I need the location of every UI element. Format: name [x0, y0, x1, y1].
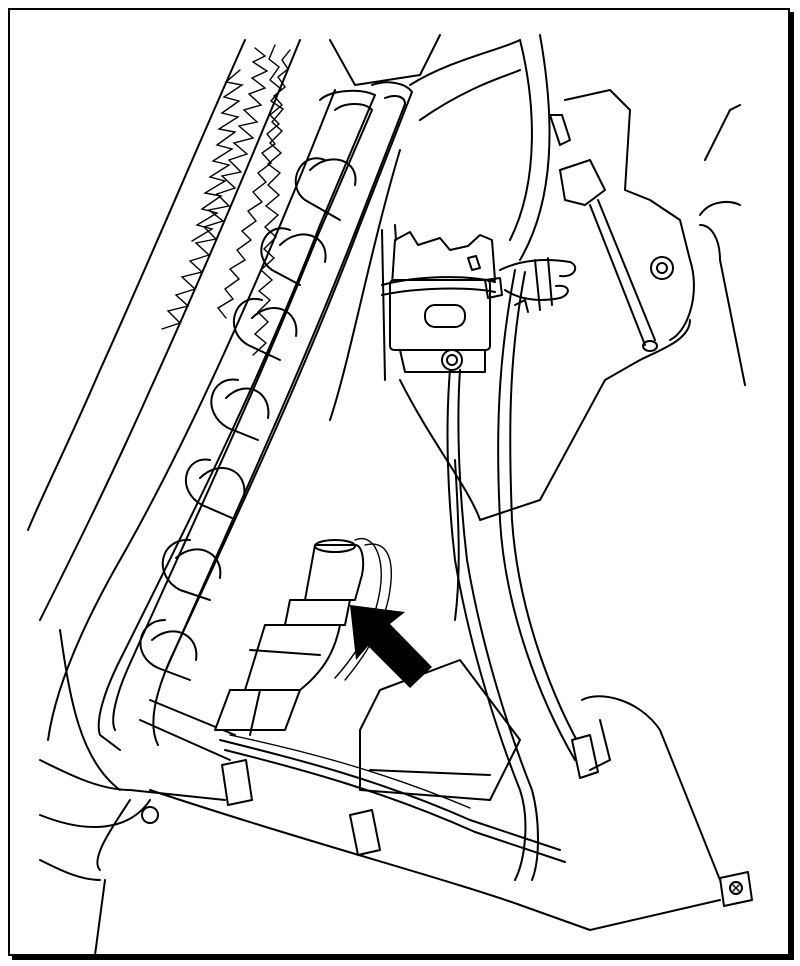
- wire-harness: [219, 269, 589, 881]
- heater-core-tubes: [97, 81, 413, 761]
- right-bracket: [549, 89, 746, 386]
- wire-clips: [499, 257, 577, 313]
- illustration-frame: [8, 8, 790, 956]
- in-line-component: [214, 539, 365, 736]
- blower-housing: [141, 659, 611, 824]
- callout-arrow-icon: [350, 605, 432, 688]
- housing-tray: [39, 34, 721, 956]
- blower-duct: [329, 34, 691, 621]
- harness-clips: [221, 695, 753, 907]
- insulation-edge: [27, 39, 301, 621]
- actuator-connector: [381, 224, 503, 381]
